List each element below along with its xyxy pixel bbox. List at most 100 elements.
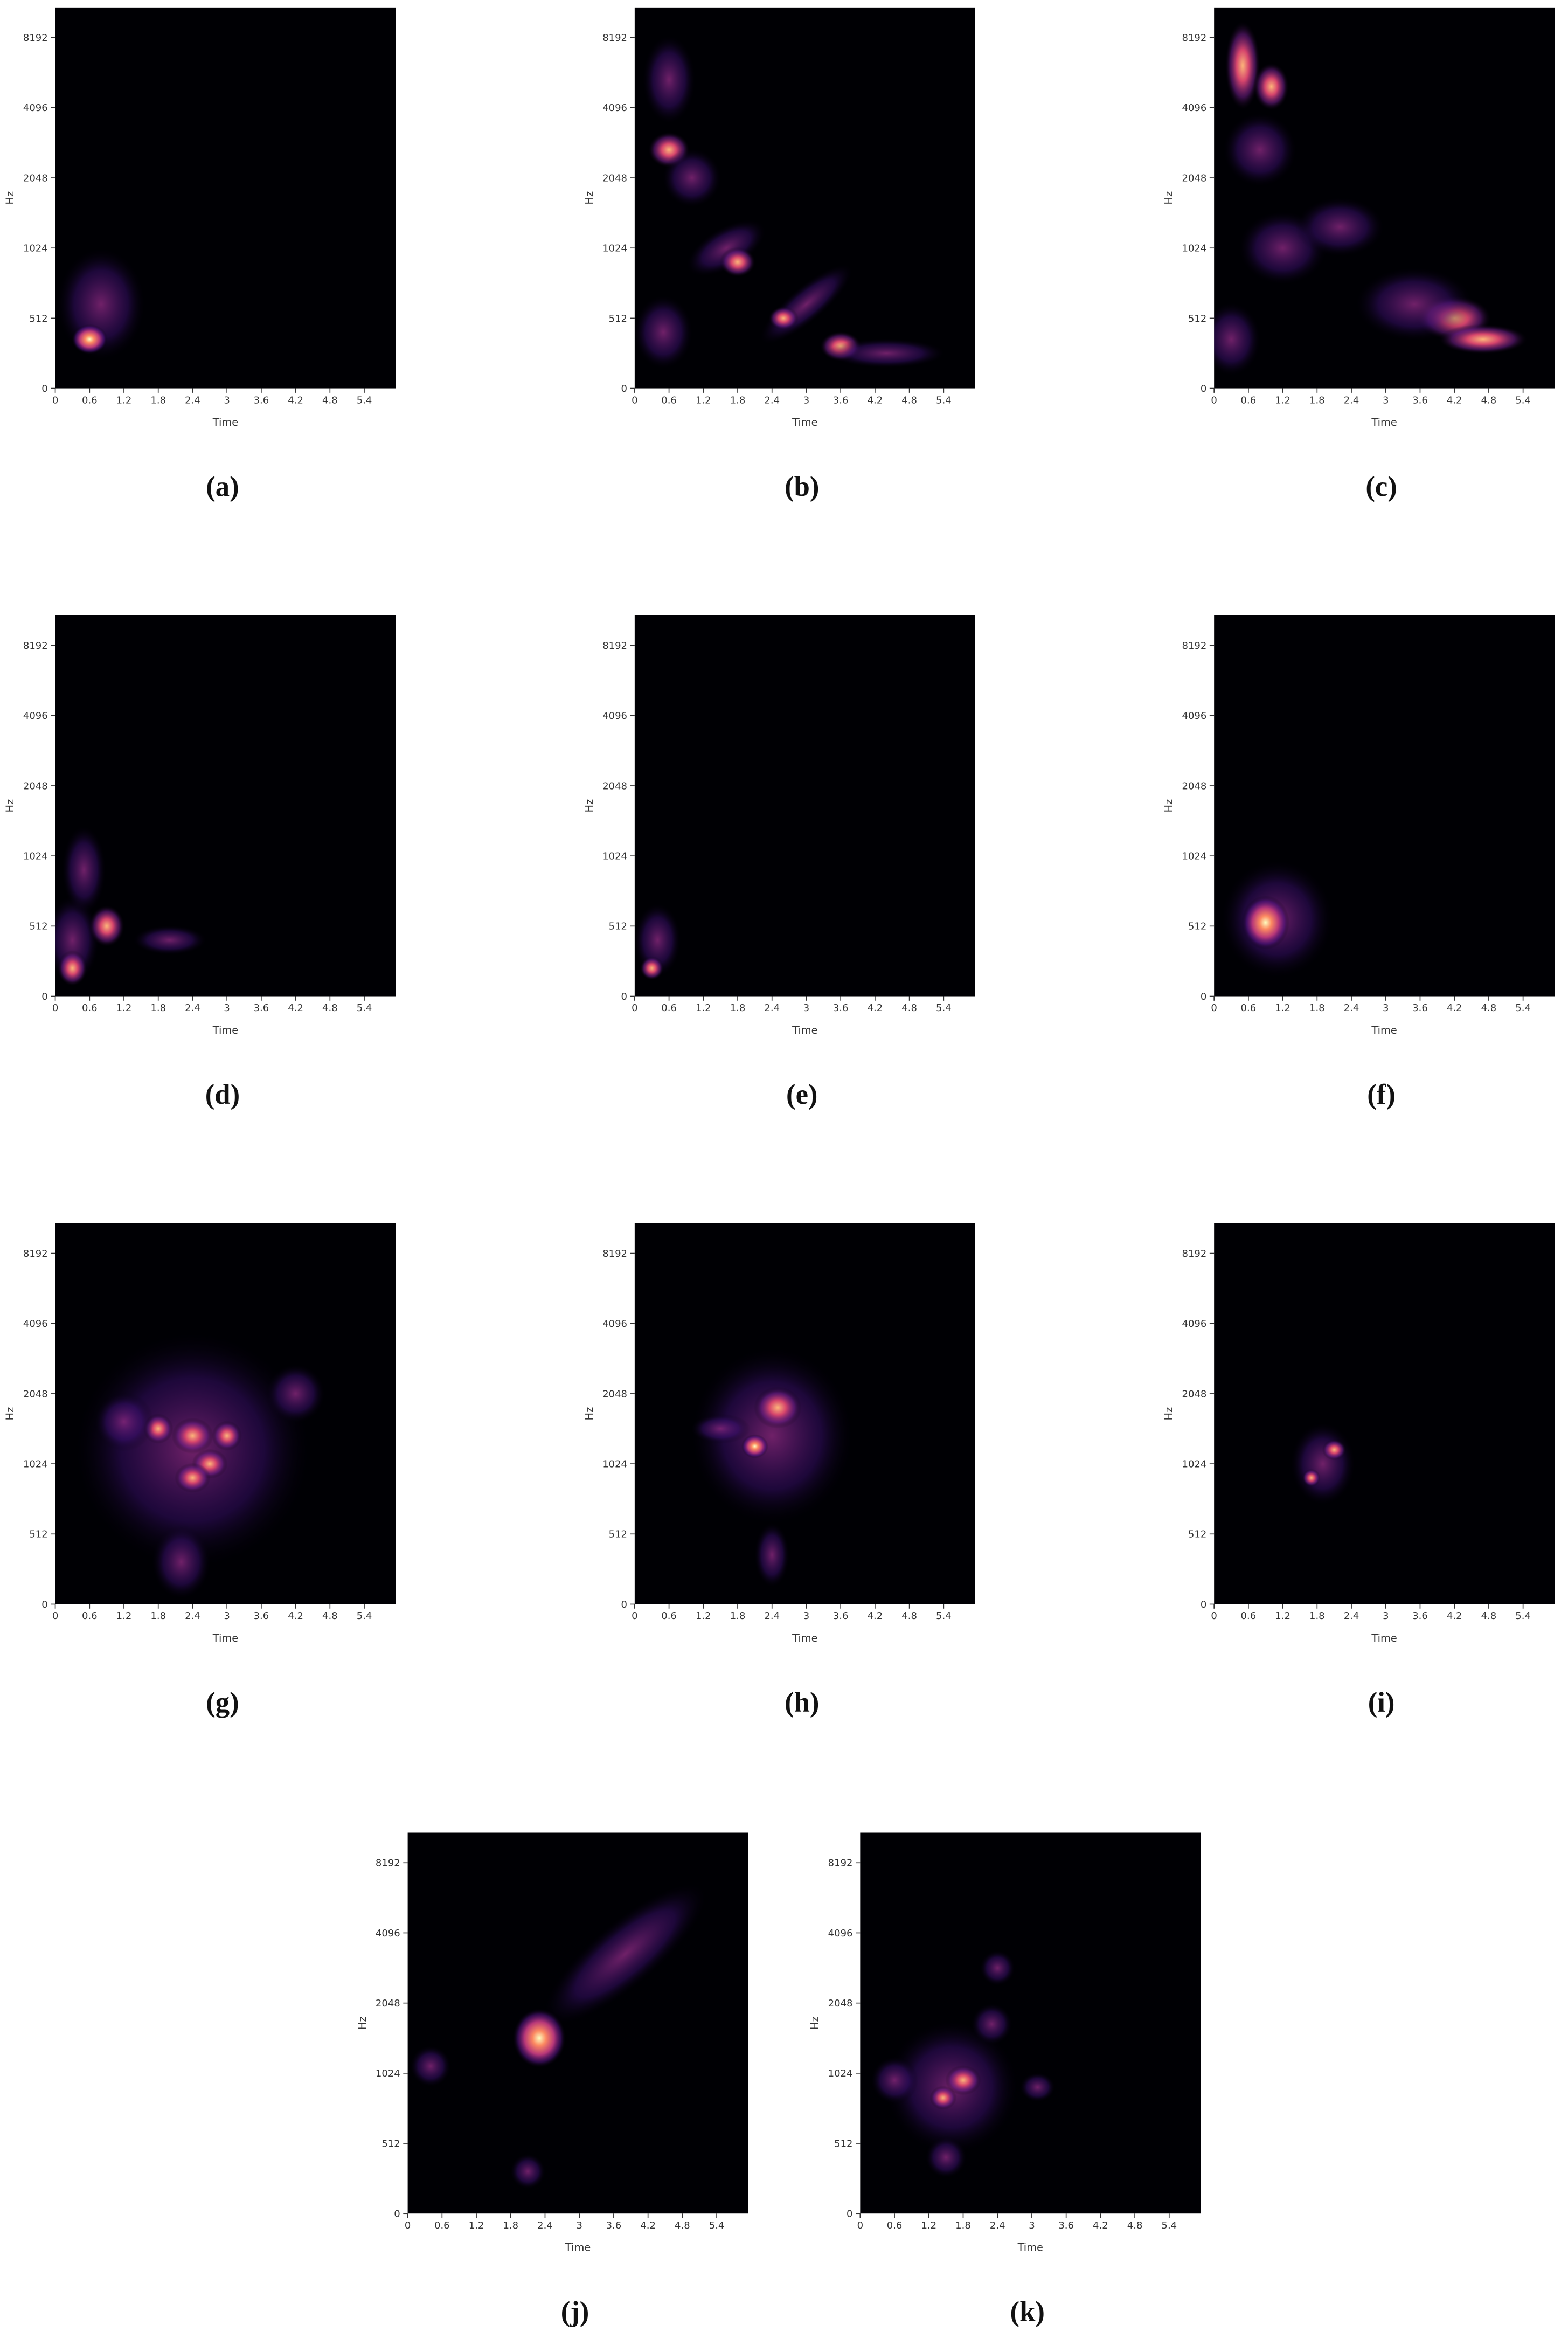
x-tick-label: 2.4: [990, 2220, 1005, 2231]
y-tick-label: 2048: [602, 780, 627, 792]
energy-blob: [1253, 63, 1289, 111]
spectrogram-energy: [73, 1330, 326, 1600]
x-tick-label: 1.2: [1275, 395, 1291, 406]
x-tick-label: 1.8: [730, 1610, 746, 1622]
y-tick-label: 8192: [23, 640, 48, 652]
x-tick-label: 1.2: [116, 1610, 132, 1622]
x-tick-label: 1.2: [116, 1002, 132, 1014]
x-tick-label: 1.8: [150, 395, 166, 406]
x-tick-label: 3.6: [254, 1002, 269, 1014]
spectrogram-energy: [55, 825, 207, 986]
x-tick-label: 3: [224, 395, 230, 406]
panel-caption: (b): [785, 471, 819, 502]
y-tick-label: 4096: [376, 1928, 400, 1939]
x-tick-label: 1.8: [150, 1610, 166, 1622]
energy-blob: [979, 1950, 1016, 1986]
x-tick-label: 1.2: [696, 1610, 711, 1622]
y-tick-label: 0: [41, 991, 47, 1002]
panel-caption: (g): [206, 1687, 239, 1718]
panel: 0 0.6 1.2 1.8 2.4 3 3.6 4.2 4.8 5.4 0 512 1024 2048 40…: [4, 1223, 396, 1718]
x-tick-label: 1.2: [696, 395, 711, 406]
x-tick-label: 5.4: [936, 1610, 952, 1622]
x-tick-label: 2.4: [185, 1610, 200, 1622]
x-tick-label: 3: [803, 1610, 809, 1622]
y-tick-label: 4096: [23, 1318, 48, 1330]
y-tick-label: 2048: [1182, 780, 1206, 792]
y-tick-label: 1024: [828, 2068, 853, 2079]
y-tick-label: 2048: [23, 172, 48, 184]
y-tick-label: 512: [1188, 921, 1206, 932]
y-tick-label: 1024: [602, 1458, 627, 1470]
x-tick-label: 4.2: [868, 1002, 883, 1014]
x-tick-label: 4.2: [868, 1610, 883, 1622]
y-tick-label: 2048: [376, 1998, 400, 2009]
y-tick-label: 2048: [828, 1998, 853, 2009]
x-tick-label: 3.6: [1412, 395, 1428, 406]
y-axis-label: Hz: [356, 2016, 369, 2030]
x-tick-label: 5.4: [1515, 1610, 1531, 1622]
y-tick-label: 1024: [1182, 1458, 1206, 1470]
x-tick-label: 4.8: [322, 395, 338, 406]
x-tick-label: 3: [1029, 2220, 1035, 2231]
y-axis-label: Hz: [1163, 191, 1175, 205]
y-tick-label: 0: [847, 2209, 852, 2220]
x-tick-label: 2.4: [764, 1002, 780, 1014]
energy-blob: [754, 1387, 802, 1429]
y-tick-label: 0: [1201, 383, 1206, 395]
x-tick-label: 0: [52, 1002, 58, 1014]
energy-blob: [1354, 267, 1474, 342]
energy-blob: [510, 2153, 546, 2190]
y-tick-label: 8192: [828, 1858, 853, 1869]
y-tick-label: 2048: [23, 1388, 48, 1400]
x-tick-label: 5.4: [357, 1002, 372, 1014]
y-tick-label: 8192: [1182, 1248, 1206, 1260]
x-tick-label: 1.2: [696, 1002, 711, 1014]
y-tick-label: 1024: [1182, 243, 1206, 254]
x-tick-label: 4.2: [288, 1002, 303, 1014]
y-tick-label: 4096: [602, 710, 627, 722]
y-tick-label: 4096: [23, 102, 48, 114]
spectrogram-energy: [56, 247, 146, 361]
y-tick-label: 512: [381, 2138, 400, 2149]
y-tick-label: 4096: [828, 1928, 853, 1939]
panel-caption: (j): [561, 2296, 589, 2328]
spectrogram-energy: [1220, 859, 1334, 979]
energy-blob: [945, 2065, 981, 2095]
energy-blob: [512, 2008, 566, 2068]
x-axis-label: Time: [792, 1024, 817, 1036]
energy-blob: [171, 1417, 214, 1454]
x-tick-label: 4.8: [1481, 1002, 1497, 1014]
x-tick-label: 0.6: [661, 1002, 677, 1014]
x-tick-label: 1.2: [116, 395, 132, 406]
x-tick-label: 4.8: [322, 1610, 338, 1622]
x-axis-label: Time: [1371, 1024, 1397, 1036]
panel-caption: (h): [785, 1687, 819, 1718]
x-tick-label: 4.2: [288, 1610, 303, 1622]
y-tick-label: 2048: [602, 172, 627, 184]
energy-blob: [662, 148, 722, 208]
energy-blob: [1214, 302, 1261, 377]
spectrogram-energy: [410, 1882, 708, 2190]
energy-blob: [719, 247, 756, 277]
y-axis-label: Hz: [583, 1407, 595, 1421]
x-tick-label: 3: [803, 1002, 809, 1014]
x-tick-label: 3.6: [606, 2220, 622, 2231]
y-tick-label: 4096: [1182, 102, 1206, 114]
x-tick-label: 5.4: [936, 1002, 952, 1014]
x-tick-label: 0.6: [1241, 1002, 1257, 1014]
x-tick-label: 3.6: [1412, 1002, 1428, 1014]
x-tick-label: 0.6: [82, 1002, 98, 1014]
y-tick-label: 8192: [1182, 32, 1206, 44]
x-tick-label: 0: [1211, 395, 1217, 406]
x-tick-label: 0: [52, 1610, 58, 1622]
x-tick-label: 3: [1383, 1002, 1389, 1014]
y-tick-label: 0: [621, 1599, 627, 1610]
x-tick-label: 3.6: [254, 1610, 269, 1622]
y-tick-label: 2048: [1182, 1388, 1206, 1400]
x-tick-label: 4.8: [1481, 395, 1497, 406]
energy-blob: [1225, 20, 1261, 110]
y-tick-label: 8192: [602, 640, 627, 652]
x-tick-label: 1.2: [1275, 1610, 1291, 1622]
x-tick-label: 5.4: [1161, 2220, 1177, 2231]
y-tick-label: 8192: [23, 32, 48, 44]
